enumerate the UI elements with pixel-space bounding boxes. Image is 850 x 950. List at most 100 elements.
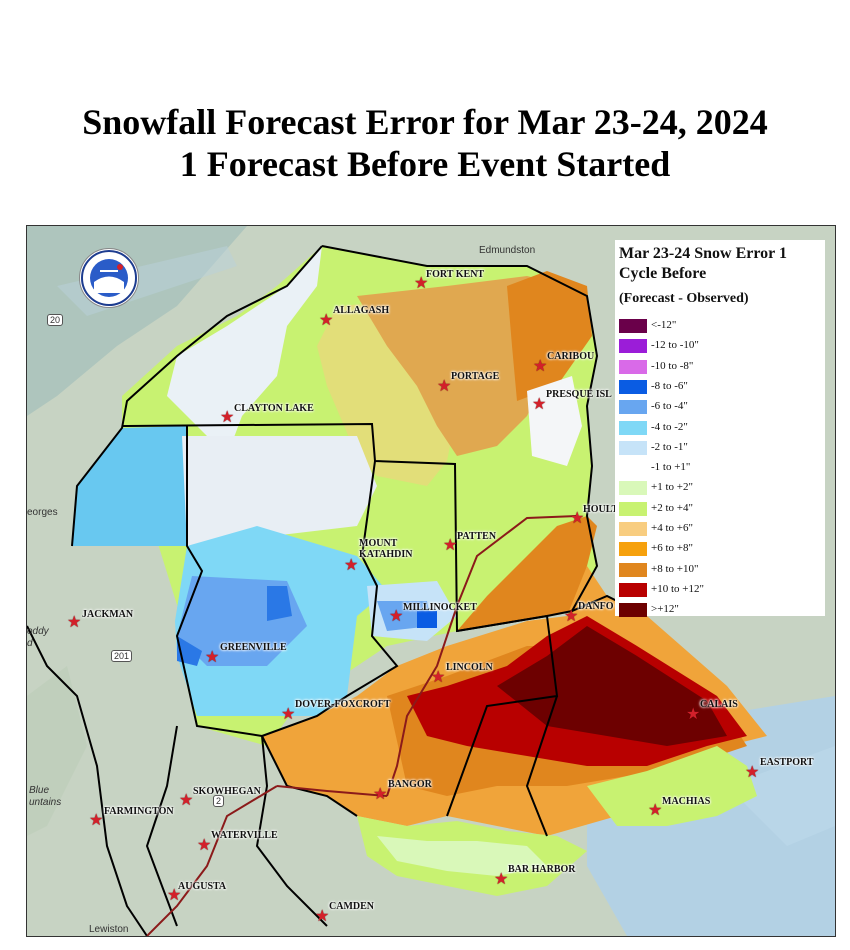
city-marker-calais[interactable]: ★ — [686, 706, 701, 723]
city-marker-skowhegan[interactable]: ★ — [179, 792, 194, 809]
city-marker-presque-isle[interactable]: ★ — [532, 396, 547, 413]
legend-label: -1 to +1" — [651, 461, 691, 474]
city-marker-lincoln[interactable]: ★ — [431, 669, 446, 686]
label-lewiston: Lewiston — [89, 924, 129, 935]
legend-label: -12 to -10" — [651, 339, 699, 352]
city-label-houlton: HOULT — [583, 504, 619, 515]
legend-label: -4 to -2" — [651, 420, 688, 433]
legend-swatch — [619, 542, 647, 557]
city-label-greenville: GREENVILLE — [220, 642, 287, 653]
legend-swatch — [619, 522, 647, 536]
city-marker-allagash[interactable]: ★ — [319, 312, 334, 329]
error-area-over12 — [497, 626, 727, 746]
city-label-machias: MACHIAS — [662, 796, 711, 807]
legend-label: -8 to -6" — [651, 379, 688, 392]
legend-swatch — [619, 420, 647, 435]
nws-logo — [79, 248, 139, 308]
city-label-lincoln: LINCOLN — [446, 662, 493, 673]
legend-swatch — [619, 440, 647, 455]
city-label-mount-katahdin-1: MOUNT — [359, 538, 398, 549]
city-marker-greenville[interactable]: ★ — [205, 649, 220, 666]
legend-subtitle: (Forecast - Observed) — [619, 291, 749, 306]
legend-label: -10 to -8" — [651, 359, 694, 372]
city-label-eastport: EASTPORT — [760, 757, 814, 768]
legend-label: +6 to +8" — [651, 542, 693, 555]
city-label-camden: CAMDEN — [329, 901, 374, 912]
legend-label: +8 to +10" — [651, 562, 699, 575]
legend-swatch — [619, 582, 647, 597]
city-marker-augusta[interactable]: ★ — [167, 887, 182, 904]
city-label-fort-kent: FORT KENT — [426, 269, 485, 280]
city-marker-eastport[interactable]: ★ — [745, 764, 760, 781]
city-label-farmington: FARMINGTON — [104, 806, 174, 817]
city-label-presque-isle: PRESQUE ISL — [546, 389, 612, 400]
border-penobscot-west — [261, 460, 399, 737]
route-20-shield: 20 — [47, 314, 64, 326]
city-label-caribou: CARIBOU — [547, 351, 595, 362]
legend-label: +2 to +4" — [651, 501, 693, 514]
legend-swatch — [619, 339, 647, 354]
error-area-minus8-6-spot-2 — [177, 636, 202, 666]
city-label-jackman: JACKMAN — [82, 609, 134, 620]
city-label-calais: CALAIS — [700, 699, 738, 710]
i95-north — [386, 515, 578, 797]
legend-label: +1 to +2" — [651, 481, 693, 494]
border-international-west — [71, 245, 323, 547]
legend-swatch — [619, 501, 647, 516]
legend-label: <-12" — [651, 319, 677, 331]
legend-swatch — [619, 481, 647, 496]
city-marker-caribou[interactable]: ★ — [533, 358, 548, 375]
basemap-west — [27, 666, 87, 836]
chart-title-line-2: 1 Forecast Before Event Started — [179, 144, 671, 184]
legend-swatch — [619, 461, 647, 476]
border-kennebec-waldo — [255, 735, 328, 927]
legend-swatch — [619, 562, 647, 577]
city-marker-patten[interactable]: ★ — [443, 537, 458, 554]
city-label-skowhegan: SKOWHEGAN — [193, 786, 261, 797]
error-area-minus8-6-spot — [267, 586, 292, 621]
label-roddy-1: oddy — [27, 626, 49, 637]
border-somerset-kennebec — [145, 725, 178, 927]
city-marker-fort-kent[interactable]: ★ — [414, 275, 429, 292]
city-label-mount-katahdin-2: KATAHDIN — [359, 549, 413, 560]
legend-swatch — [619, 359, 647, 374]
city-marker-bar-harbor[interactable]: ★ — [494, 871, 509, 888]
error-area-plus2-4-coast — [587, 746, 757, 826]
legend-label: +10 to +12" — [651, 582, 704, 595]
snowfall-error-map[interactable]: Edmundston eorges Blue untains Lewiston … — [26, 225, 836, 937]
city-marker-jackman[interactable]: ★ — [67, 614, 82, 631]
city-marker-camden[interactable]: ★ — [315, 908, 330, 925]
city-marker-portage[interactable]: ★ — [437, 378, 452, 395]
label-georges: eorges — [27, 507, 58, 518]
border-aroostook-east — [321, 245, 599, 612]
city-marker-clayton-lake[interactable]: ★ — [220, 409, 235, 426]
label-blue-mountains-1: Blue — [29, 785, 50, 796]
county-boundaries — [27, 245, 648, 936]
city-marker-houlton[interactable]: ★ — [570, 510, 585, 527]
city-marker-farmington[interactable]: ★ — [89, 812, 104, 829]
i95-south — [146, 785, 278, 936]
border-hancock-washington — [525, 695, 558, 837]
label-roddy-2: d — [27, 638, 33, 649]
city-label-bangor: BANGOR — [388, 779, 432, 790]
legend-title: Mar 23-24 Snow Error 1 Cycle Before — [619, 245, 787, 282]
city-marker-waterville[interactable]: ★ — [197, 837, 212, 854]
city-marker-danforth[interactable]: ★ — [564, 608, 579, 625]
city-label-allagash: ALLAGASH — [333, 305, 390, 316]
error-area-plus1-2-hancock — [377, 836, 547, 876]
city-marker-bangor[interactable]: ★ — [373, 786, 388, 803]
legend-swatch — [619, 603, 647, 618]
map-legend: Mar 23-24 Snow Error 1 Cycle Before (For… — [615, 240, 825, 618]
city-marker-dover-foxcroft[interactable]: ★ — [281, 706, 296, 723]
border-franklin-somerset — [27, 625, 148, 936]
error-area-near-zero-nw — [167, 246, 322, 456]
city-marker-machias[interactable]: ★ — [648, 802, 663, 819]
city-label-bar-harbor: BAR HARBOR — [508, 864, 576, 875]
label-blue-mountains-2: untains — [29, 797, 62, 808]
city-marker-mount-katahdin[interactable]: ★ — [344, 557, 359, 574]
city-label-portage: PORTAGE — [451, 371, 500, 382]
interstate-95 — [146, 515, 578, 936]
legend-swatch — [619, 319, 647, 333]
chart-title-line-1: Snowfall Forecast Error for Mar 23-24, 2… — [82, 102, 768, 142]
city-marker-millinocket[interactable]: ★ — [389, 608, 404, 625]
